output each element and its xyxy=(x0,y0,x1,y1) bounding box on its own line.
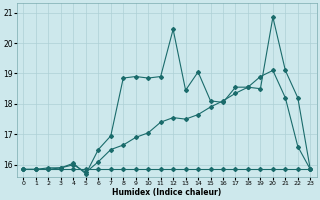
X-axis label: Humidex (Indice chaleur): Humidex (Indice chaleur) xyxy=(112,188,221,197)
